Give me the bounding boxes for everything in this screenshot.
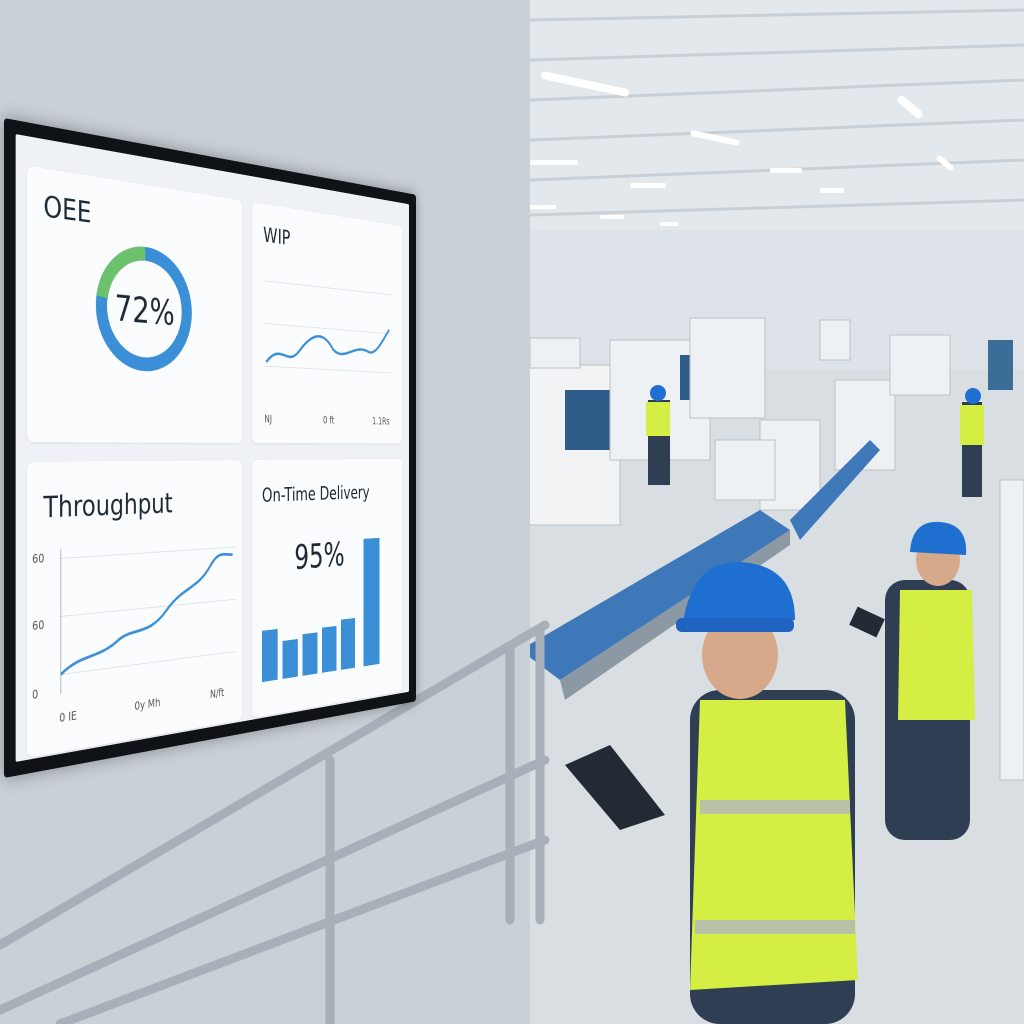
wip-chart [263, 264, 392, 405]
dashboard: OEE 72% WIP NJ 0 ft 1.1Rs Throughput 60 … [15, 134, 409, 762]
delivery-bars [261, 537, 380, 683]
wip-line [266, 319, 389, 369]
panel-title: WIP [263, 222, 291, 251]
x-label: 0 ft [323, 414, 335, 427]
panel-title: Throughput [43, 487, 173, 526]
machines [527, 317, 1024, 781]
throughput-chart [59, 530, 236, 704]
x-label: 0y Mh [134, 695, 161, 713]
bars [261, 537, 380, 683]
x-label: 0 IE [59, 708, 77, 726]
y-label: 60 [32, 551, 45, 567]
throughput-panel: Throughput 60 60 0 0 IE 0y Mh N/ft [27, 460, 243, 758]
panel-title: OEE [43, 189, 92, 231]
conveyor [790, 440, 880, 540]
delivery-panel: On-Time Delivery 95% [252, 458, 402, 719]
worker-front [565, 561, 858, 1024]
ceiling-lights [530, 71, 954, 234]
y-label: 0 [32, 687, 39, 702]
conveyor [520, 510, 790, 680]
dashboard-screen: OEE 72% WIP NJ 0 ft 1.1Rs Throughput 60 … [4, 118, 416, 778]
wip-panel: WIP NJ 0 ft 1.1Rs [252, 202, 402, 444]
ceiling-beams [529, 8, 1024, 217]
worker-back [849, 521, 975, 840]
x-label: 1.1Rs [372, 415, 390, 427]
x-label: NJ [264, 413, 272, 426]
railing [0, 620, 550, 1024]
y-label: 60 [32, 618, 45, 634]
panel-title: On-Time Delivery [261, 482, 370, 507]
worker-far [646, 385, 984, 497]
oee-panel: OEE 72% [27, 165, 243, 443]
x-label: N/ft [210, 686, 225, 701]
